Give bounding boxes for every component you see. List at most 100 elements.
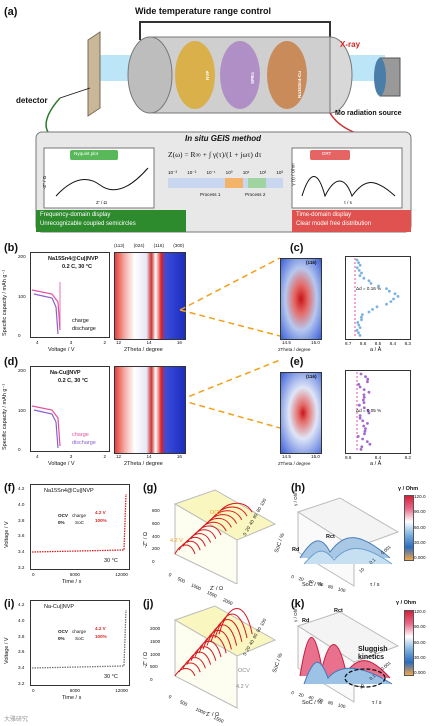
nyquist-arc xyxy=(186,533,212,543)
lattice-point xyxy=(392,297,395,301)
lattice-point xyxy=(359,372,363,376)
panel-e-xlabel: 2Theta / degree xyxy=(278,461,311,466)
nyquist-arc xyxy=(190,529,217,540)
nyquist-arc xyxy=(210,619,243,642)
nyquist-arc xyxy=(174,544,196,555)
panel-d-heatmap xyxy=(114,366,186,454)
lattice-point xyxy=(356,321,360,324)
lattice-point xyxy=(367,411,371,415)
panel-i-charge: charge xyxy=(72,629,87,634)
lattice-point xyxy=(358,326,362,329)
panel-j-xlabel: Z' / Ω xyxy=(206,712,220,718)
lattice-point xyxy=(393,292,397,296)
lattice-point xyxy=(360,271,363,275)
nyquist-arc xyxy=(214,613,248,639)
lattice-point xyxy=(364,375,367,378)
panel-j-label: (j) xyxy=(143,598,154,610)
panel-b-ylabel: Specific capacity / mAh g⁻¹ xyxy=(2,269,8,336)
watermark: 大雅研究 xyxy=(4,717,29,723)
panel-h-xlabel: SoC / % xyxy=(302,582,323,588)
panel-d-legend-title: Na-Cu||NVP xyxy=(50,370,81,376)
panel-e-lattice-xlabel: a / Å xyxy=(370,461,382,467)
panel-i-ylabel: Voltage / V xyxy=(4,637,10,664)
lattice-point xyxy=(356,435,360,438)
lattice-point xyxy=(367,279,371,283)
lattice-point xyxy=(361,398,365,402)
panel-k-zlabel: γ / Ohm xyxy=(293,605,298,622)
nyquist-arc xyxy=(198,635,227,654)
panel-c-annotation: Δd = 0.16 % xyxy=(356,286,382,291)
lattice-point xyxy=(360,315,363,319)
drt-ylabel: γ (τ) / Ohm xyxy=(290,163,296,186)
nyquist-arc xyxy=(174,668,196,677)
nyquist-xlabel: Z' / Ω xyxy=(96,200,107,205)
panel-f-soc100: 100% xyxy=(95,518,107,523)
lattice-point xyxy=(362,388,366,391)
panel-d-charge: charge xyxy=(72,432,89,438)
panel-i-label: (i) xyxy=(4,598,15,610)
panel-b-xlabel: Voltage / V xyxy=(48,347,75,353)
panel-g-v42: 4.2 V xyxy=(170,538,183,544)
nyquist-title-badge xyxy=(70,150,118,160)
lattice-point xyxy=(360,445,364,449)
spe-layer xyxy=(220,41,260,109)
lattice-point xyxy=(359,448,363,451)
panel-k-sluggish: Sluggish kinetics xyxy=(358,646,388,661)
panel-k-ylabel: τ / s xyxy=(372,700,382,706)
setup-illustration xyxy=(35,21,412,233)
panel-e-label: (e) xyxy=(290,356,304,368)
lattice-point xyxy=(360,318,363,322)
panel-c-peak: (116) xyxy=(306,260,317,265)
panel-g-xlabel: Z' / Ω xyxy=(210,586,224,592)
panel-c-label: (c) xyxy=(290,242,304,254)
nvp-layer xyxy=(175,41,215,109)
panel-i-soc0: 0% xyxy=(58,636,65,641)
lattice-point xyxy=(355,258,359,262)
lattice-point xyxy=(358,263,362,267)
anode-label: Na15Sn4-Cu xyxy=(297,70,302,98)
panel-k-colorbar xyxy=(404,610,414,676)
lattice-point xyxy=(362,396,366,399)
panel-e-annotation: Δd = 0.05 % xyxy=(356,408,382,413)
lattice-point xyxy=(361,419,365,423)
lattice-point xyxy=(362,393,366,397)
lattice-point xyxy=(357,269,361,272)
nyquist-arc xyxy=(178,662,201,673)
red-caption-2: Clear model free distribution xyxy=(296,221,372,227)
panel-f-label: (f) xyxy=(4,482,15,494)
panel-k-rct: Rct xyxy=(334,608,343,614)
panel-f-charge: charge xyxy=(72,513,87,518)
nyquist-arc xyxy=(206,514,238,524)
lattice-point xyxy=(366,422,369,425)
nyquist-arc xyxy=(210,510,243,521)
panel-h-ylabel: τ / s xyxy=(370,582,380,588)
nvp-label: NVP xyxy=(205,70,210,80)
panel-c-heatmap xyxy=(280,258,322,340)
nyquist-arc xyxy=(218,502,253,513)
panel-j-ocv: OCV xyxy=(238,668,250,674)
panel-h-rct: Rct xyxy=(326,534,335,540)
lattice-point xyxy=(387,289,391,293)
lattice-point xyxy=(357,403,361,407)
lattice-point xyxy=(360,313,364,316)
panel-b-condition: 0.2 C, 30 °C xyxy=(62,264,93,270)
panel-g-ylabel: -Z'' / Ω xyxy=(143,532,149,548)
drt-xlabel: τ / s xyxy=(344,200,352,205)
lattice-point xyxy=(385,302,388,306)
lattice-point xyxy=(366,377,370,381)
zoom-lines xyxy=(179,257,280,429)
lattice-point xyxy=(363,432,366,436)
lattice-point xyxy=(355,328,359,332)
panel-i-v42: 4.2 V xyxy=(95,626,106,631)
lattice-point xyxy=(357,383,361,386)
panel-c-lattice-plot xyxy=(345,256,411,340)
panel-i-ocv: OCV xyxy=(58,629,68,634)
panel-e-lattice-plot xyxy=(345,370,411,454)
lattice-point xyxy=(366,409,370,412)
process-2-label: Process 2 xyxy=(245,192,266,197)
panel-d-ylabel: Specific capacity / mAh g⁻¹ xyxy=(2,383,8,450)
panel-h-label: (h) xyxy=(291,482,306,494)
panel-b-heatmap-xlabel: 2Theta / degree xyxy=(124,347,163,353)
nyquist-ylabel: -Z'' / Ω xyxy=(42,175,48,190)
panel-f-plot xyxy=(30,484,130,570)
